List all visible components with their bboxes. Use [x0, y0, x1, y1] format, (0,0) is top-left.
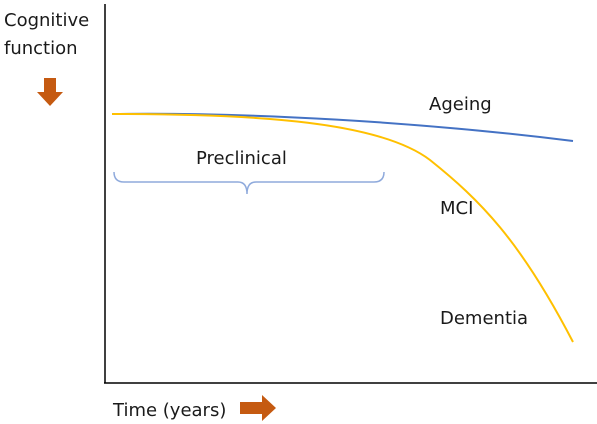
down-arrow-icon [37, 78, 63, 106]
preclinical-bracket [113, 171, 385, 195]
dementia-label: Dementia [440, 308, 528, 329]
mci-label: MCI [440, 198, 473, 219]
preclinical-label: Preclinical [196, 148, 287, 169]
dementia-series-line [111, 113, 574, 343]
ageing-label: Ageing [429, 94, 492, 115]
y-axis-label-line-1: Cognitive [4, 10, 89, 31]
right-arrow-icon [240, 395, 276, 421]
y-axis-label-line-2: function [4, 38, 78, 59]
x-axis-label: Time (years) [112, 400, 226, 421]
